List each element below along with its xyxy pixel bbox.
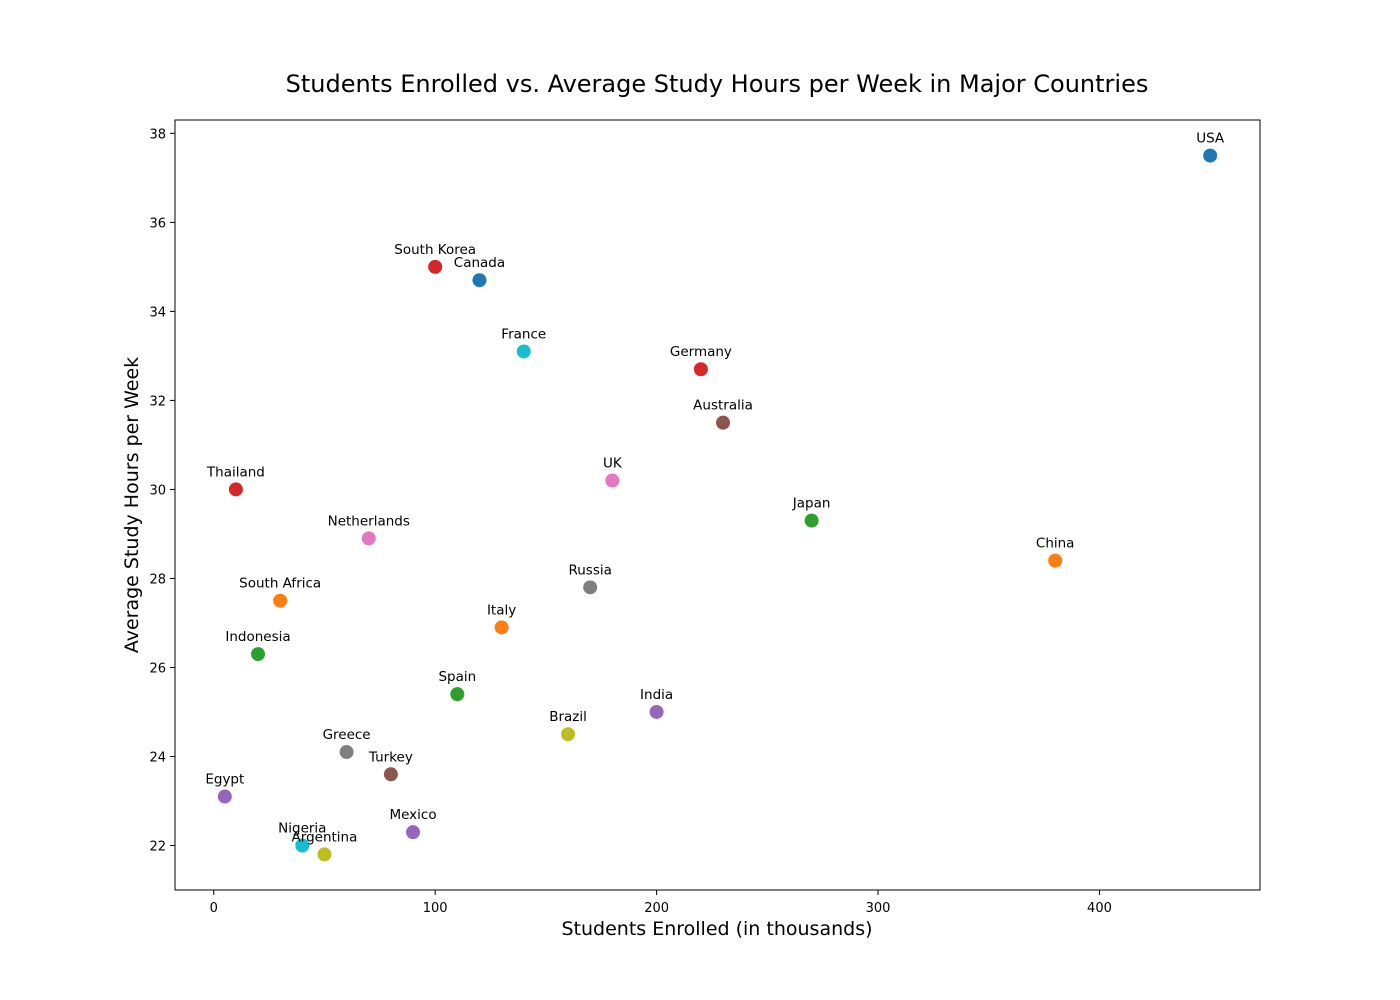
point-italy [494,620,509,635]
point-label-thailand: Thailand [206,464,265,480]
point-australia [716,415,731,430]
chart-title: Students Enrolled vs. Average Study Hour… [286,70,1149,98]
point-turkey [383,767,398,782]
point-label-greece: Greece [323,727,371,743]
point-france [516,344,531,359]
point-uk [605,473,620,488]
x-axis-label: Students Enrolled (in thousands) [561,918,872,940]
x-tick-label: 300 [866,901,891,916]
point-label-uk: UK [603,456,623,472]
point-russia [583,580,598,595]
point-label-france: France [501,326,546,342]
y-axis-label: Average Study Hours per Week [121,357,143,653]
y-tick-label: 36 [149,216,166,231]
point-netherlands [361,531,376,546]
x-tick-label: 0 [210,901,218,916]
point-spain [450,687,465,702]
point-nigeria [295,838,310,853]
plot-area-frame [174,119,1261,891]
point-label-india: India [640,687,673,703]
y-tick-label: 30 [149,483,166,498]
point-label-mexico: Mexico [389,807,436,823]
x-tick-label: 400 [1087,901,1112,916]
x-tick-label: 200 [644,901,669,916]
point-egypt [217,789,232,804]
point-label-china: China [1036,536,1075,552]
point-label-spain: Spain [438,669,476,685]
point-india [649,704,664,719]
point-label-netherlands: Netherlands [328,513,410,529]
point-label-canada: Canada [454,255,505,271]
point-thailand [228,482,243,497]
point-canada [472,273,487,288]
point-label-egypt: Egypt [205,772,244,788]
point-label-brazil: Brazil [549,709,587,725]
y-tick-label: 38 [149,127,166,142]
point-label-indonesia: Indonesia [225,629,290,645]
y-tick-label: 32 [149,394,166,409]
point-japan [804,513,819,528]
y-tick-label: 24 [149,750,166,765]
point-brazil [561,727,576,742]
point-label-south-korea: South Korea [394,242,476,258]
point-label-japan: Japan [792,496,831,512]
point-south-africa [273,593,288,608]
y-axis: 22 24 26 28 30 32 34 36 38 [149,127,175,854]
data-labels: USA China Japan Germany India Australia UK Russ… [205,131,1225,846]
point-south-korea [428,259,443,274]
y-tick-label: 26 [149,661,166,676]
y-tick-label: 22 [149,839,166,854]
point-label-germany: Germany [670,344,732,360]
point-china [1048,553,1063,568]
point-mexico [406,825,421,840]
x-axis: 0 100 200 300 400 [210,890,1112,916]
point-label-south-africa: South Africa [239,576,321,592]
point-label-turkey: Turkey [368,749,413,765]
point-label-usa: USA [1196,131,1225,147]
y-tick-label: 28 [149,572,166,587]
point-label-italy: Italy [487,602,516,618]
point-label-nigeria: Nigeria [278,820,326,836]
point-indonesia [251,647,266,662]
data-points [217,148,1218,862]
point-argentina [317,847,332,862]
point-label-russia: Russia [568,562,611,578]
point-label-australia: Australia [693,398,753,414]
point-germany [693,362,708,377]
x-tick-label: 100 [423,901,448,916]
point-greece [339,745,354,760]
point-label-argentina: Argentina [292,829,358,845]
y-tick-label: 34 [149,305,166,320]
point-usa [1203,148,1218,163]
